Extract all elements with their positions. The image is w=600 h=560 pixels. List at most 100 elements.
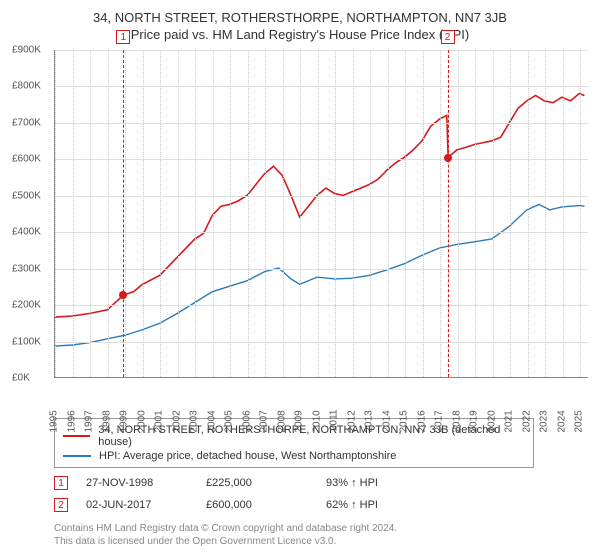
v-gridline xyxy=(423,50,424,377)
v-gridline xyxy=(73,50,74,377)
x-axis-label: 2003 xyxy=(189,410,200,432)
series-property xyxy=(55,94,585,318)
v-gridline xyxy=(405,50,406,377)
v-gridline xyxy=(335,50,336,377)
transactions-list: 127-NOV-1998£225,00093% ↑ HPI202-JUN-201… xyxy=(12,476,588,512)
y-axis-label: £600K xyxy=(12,154,41,165)
event-line xyxy=(123,50,124,377)
v-gridline xyxy=(143,50,144,377)
x-axis-label: 2015 xyxy=(399,410,410,432)
h-gridline xyxy=(55,269,588,270)
x-axis-label: 1997 xyxy=(84,410,95,432)
footer-attribution: Contains HM Land Registry data © Crown c… xyxy=(54,522,588,548)
legend-label: HPI: Average price, detached house, West… xyxy=(99,450,396,462)
chart-area: 12 £0K £100K £200K £300K £400K £500K £600K £700… xyxy=(12,50,588,410)
x-axis-label: 2001 xyxy=(154,410,165,432)
v-gridline xyxy=(580,50,581,377)
plot-area: 12 xyxy=(54,50,588,378)
transaction-price: £600,000 xyxy=(206,499,326,511)
v-gridline xyxy=(125,50,126,377)
h-gridline xyxy=(55,196,588,197)
v-gridline xyxy=(160,50,161,377)
y-axis-label: £900K xyxy=(12,45,41,56)
v-gridline xyxy=(545,50,546,377)
y-axis-label: £800K xyxy=(12,81,41,92)
v-gridline xyxy=(370,50,371,377)
h-gridline xyxy=(55,86,588,87)
footer-line-2: This data is licensed under the Open Gov… xyxy=(54,535,588,548)
x-axis-label: 1998 xyxy=(101,410,112,432)
v-gridline xyxy=(55,50,56,377)
v-gridline xyxy=(353,50,354,377)
x-axis-label: 2009 xyxy=(294,410,305,432)
x-axis-label: 2002 xyxy=(171,410,182,432)
v-gridline xyxy=(440,50,441,377)
x-axis-label: 1996 xyxy=(66,410,77,432)
x-axis-label: 2023 xyxy=(539,410,550,432)
y-axis-label: £300K xyxy=(12,263,41,274)
x-axis-label: 2017 xyxy=(434,410,445,432)
y-axis-label: £0K xyxy=(12,373,30,384)
footer-line-1: Contains HM Land Registry data © Crown c… xyxy=(54,522,588,535)
x-axis-label: 2011 xyxy=(329,410,340,432)
event-line xyxy=(448,50,449,377)
v-gridline xyxy=(265,50,266,377)
v-gridline xyxy=(493,50,494,377)
x-axis-label: 2020 xyxy=(486,410,497,432)
x-axis-label: 2006 xyxy=(241,410,252,432)
h-gridline xyxy=(55,232,588,233)
v-gridline xyxy=(283,50,284,377)
x-axis-label: 2019 xyxy=(469,410,480,432)
x-axis-label: 2012 xyxy=(346,410,357,432)
v-gridline xyxy=(108,50,109,377)
v-gridline xyxy=(458,50,459,377)
v-gridline xyxy=(248,50,249,377)
event-marker: 1 xyxy=(116,30,130,44)
title-subtitle: Price paid vs. HM Land Registry's House … xyxy=(12,27,588,42)
x-axis-label: 2007 xyxy=(259,410,270,432)
x-axis-label: 2005 xyxy=(224,410,235,432)
y-axis-label: £500K xyxy=(12,190,41,201)
v-gridline xyxy=(90,50,91,377)
x-axis-label: 2024 xyxy=(556,410,567,432)
x-axis-label: 2013 xyxy=(364,410,375,432)
x-axis-label: 1999 xyxy=(119,410,130,432)
transaction-row: 202-JUN-2017£600,00062% ↑ HPI xyxy=(54,498,588,512)
chart-container: 34, NORTH STREET, ROTHERSTHORPE, NORTHAM… xyxy=(0,0,600,558)
v-gridline xyxy=(388,50,389,377)
v-gridline xyxy=(213,50,214,377)
v-gridline xyxy=(195,50,196,377)
transaction-vs-hpi: 93% ↑ HPI xyxy=(326,477,446,489)
v-gridline xyxy=(510,50,511,377)
transaction-marker: 1 xyxy=(54,476,68,490)
x-axis-label: 2000 xyxy=(136,410,147,432)
y-axis-label: £200K xyxy=(12,300,41,311)
title-address: 34, NORTH STREET, ROTHERSTHORPE, NORTHAM… xyxy=(12,10,588,25)
transaction-price: £225,000 xyxy=(206,477,326,489)
x-axis-label: 2021 xyxy=(504,410,515,432)
legend-row: HPI: Average price, detached house, West… xyxy=(63,449,525,463)
v-gridline xyxy=(475,50,476,377)
x-axis-label: 2016 xyxy=(416,410,427,432)
v-gridline xyxy=(563,50,564,377)
h-gridline xyxy=(55,305,588,306)
transaction-date: 02-JUN-2017 xyxy=(86,499,206,511)
v-gridline xyxy=(318,50,319,377)
sale-point xyxy=(444,154,452,162)
y-axis-label: £100K xyxy=(12,336,41,347)
y-axis-label: £700K xyxy=(12,117,41,128)
v-gridline xyxy=(300,50,301,377)
h-gridline xyxy=(55,342,588,343)
x-axis-label: 1995 xyxy=(49,410,60,432)
legend-swatch xyxy=(63,455,91,457)
x-axis-label: 2025 xyxy=(574,410,585,432)
series-hpi xyxy=(55,204,585,346)
x-axis-label: 2010 xyxy=(311,410,322,432)
x-axis-label: 2014 xyxy=(381,410,392,432)
y-axis-label: £400K xyxy=(12,227,41,238)
legend-swatch xyxy=(63,435,90,437)
v-gridline xyxy=(528,50,529,377)
v-gridline xyxy=(230,50,231,377)
sale-point xyxy=(119,291,127,299)
x-axis-label: 2004 xyxy=(206,410,217,432)
